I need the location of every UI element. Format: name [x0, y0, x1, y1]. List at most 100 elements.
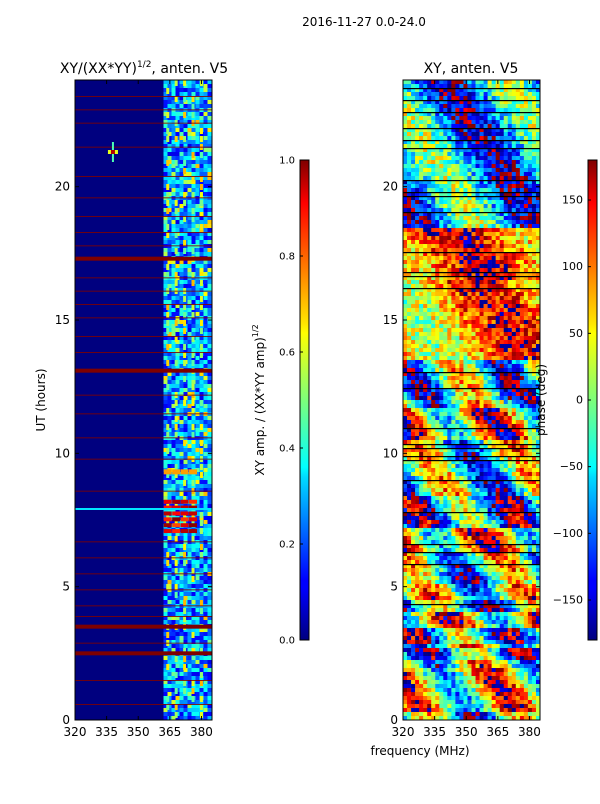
heatmap-cell: [447, 212, 452, 217]
heatmap-cell: [174, 584, 178, 590]
heatmap-cell: [523, 224, 529, 229]
heatmap-cell: [171, 324, 176, 329]
heatmap-cell: [491, 104, 496, 109]
heatmap-cell: [467, 324, 472, 329]
heatmap-cell: [183, 272, 188, 277]
heatmap-cell: [403, 356, 408, 361]
heatmap-cell: [183, 336, 188, 341]
heatmap-cell: [507, 248, 513, 253]
heatmap-cell: [475, 280, 480, 285]
heatmap-cell: [511, 356, 517, 361]
heatmap-cell: [191, 344, 196, 349]
heatmap-cell: [183, 692, 188, 697]
heatmap-cell: [187, 224, 192, 229]
heatmap-cell: [427, 256, 432, 261]
heatmap-cell: [443, 104, 448, 109]
heatmap-cell: [171, 408, 176, 413]
heatmap-cell: [207, 184, 212, 189]
heatmap-cell: [411, 264, 416, 269]
heatmap-cell: [499, 176, 505, 181]
heatmap-cell: [195, 520, 200, 525]
heatmap-cell: [403, 140, 408, 145]
heatmap-cell: [207, 500, 212, 505]
heatmap-cell: [459, 320, 464, 325]
heatmap-cell: [207, 296, 212, 301]
heatmap-cell: [435, 372, 440, 377]
heatmap-cell: [163, 352, 168, 357]
heatmap-cell: [523, 148, 529, 153]
heatmap-cell: [523, 168, 529, 173]
heatmap-cell: [403, 188, 408, 193]
heatmap-cell: [183, 116, 188, 121]
heatmap-cell: [491, 332, 496, 337]
heatmap-cell: [174, 656, 178, 662]
heatmap-cell: [443, 280, 448, 285]
heatmap-cell: [199, 204, 204, 209]
heatmap-cell: [183, 404, 188, 409]
heatmap-cell: [479, 88, 484, 93]
heatmap-cell: [166, 184, 170, 190]
heatmap-row-line: [75, 704, 212, 705]
heatmap-cell: [163, 216, 168, 221]
heatmap-cell: [439, 272, 444, 277]
heatmap-cell: [167, 584, 172, 589]
heatmap-cell: [191, 340, 196, 345]
heatmap-cell: [419, 296, 424, 301]
heatmap-cell: [483, 212, 488, 217]
heatmap-cell: [455, 340, 460, 345]
heatmap-cell: [483, 244, 488, 249]
heatmap-cell: [171, 552, 176, 557]
heatmap-cell: [195, 84, 200, 89]
heatmap-cell: [491, 328, 496, 333]
heatmap-cell: [487, 180, 492, 185]
heatmap-cell: [411, 260, 416, 265]
heatmap-cell: [499, 332, 505, 337]
heatmap-cell: [435, 108, 440, 113]
heatmap-cell: [523, 288, 529, 293]
heatmap-cell: [507, 360, 513, 365]
heatmap-cell: [199, 320, 203, 326]
heatmap-cell: [411, 376, 416, 381]
heatmap-cell: [199, 704, 203, 710]
heatmap-cell: [207, 320, 212, 325]
heatmap-cell: [511, 176, 517, 181]
heatmap-cell: [439, 248, 444, 253]
heatmap-cell: [183, 208, 188, 213]
heatmap-cell: [459, 144, 464, 149]
heatmap-cell: [167, 224, 172, 229]
heatmap-cell: [187, 600, 192, 605]
heatmap-cell: [515, 100, 521, 105]
heatmap-cell: [195, 504, 200, 509]
heatmap-cell: [163, 292, 168, 297]
heatmap-cell: [167, 208, 172, 213]
heatmap-cell: [475, 356, 480, 361]
heatmap-row-line: [75, 109, 212, 111]
heatmap-cell: [171, 428, 176, 433]
heatmap-cell: [499, 288, 505, 293]
heatmap-cell: [403, 388, 408, 393]
heatmap-cell: [431, 384, 436, 389]
heatmap-cell: [163, 236, 168, 241]
heatmap-cell: [199, 100, 204, 105]
heatmap-cell: [411, 116, 416, 121]
heatmap-cell: [183, 120, 188, 125]
heatmap-cell: [415, 216, 420, 221]
heatmap-cell: [403, 312, 408, 317]
heatmap-cell: [491, 324, 496, 329]
heatmap-cell: [419, 164, 424, 169]
heatmap-cell: [495, 304, 501, 309]
heatmap-cell: [467, 276, 472, 281]
heatmap-cell: [195, 476, 200, 481]
heatmap-cell: [415, 336, 420, 341]
heatmap-cell: [435, 132, 440, 137]
heatmap-cell: [515, 136, 521, 141]
heatmap-cell: [171, 716, 176, 720]
heatmap-cell: [507, 124, 513, 129]
heatmap-cell: [459, 88, 464, 93]
heatmap-cell: [535, 188, 540, 193]
heatmap-cell: [459, 308, 464, 313]
heatmap-cell: [174, 592, 178, 598]
heatmap-cell: [435, 212, 440, 217]
heatmap-cell: [487, 288, 492, 293]
heatmap-cell: [199, 692, 204, 697]
